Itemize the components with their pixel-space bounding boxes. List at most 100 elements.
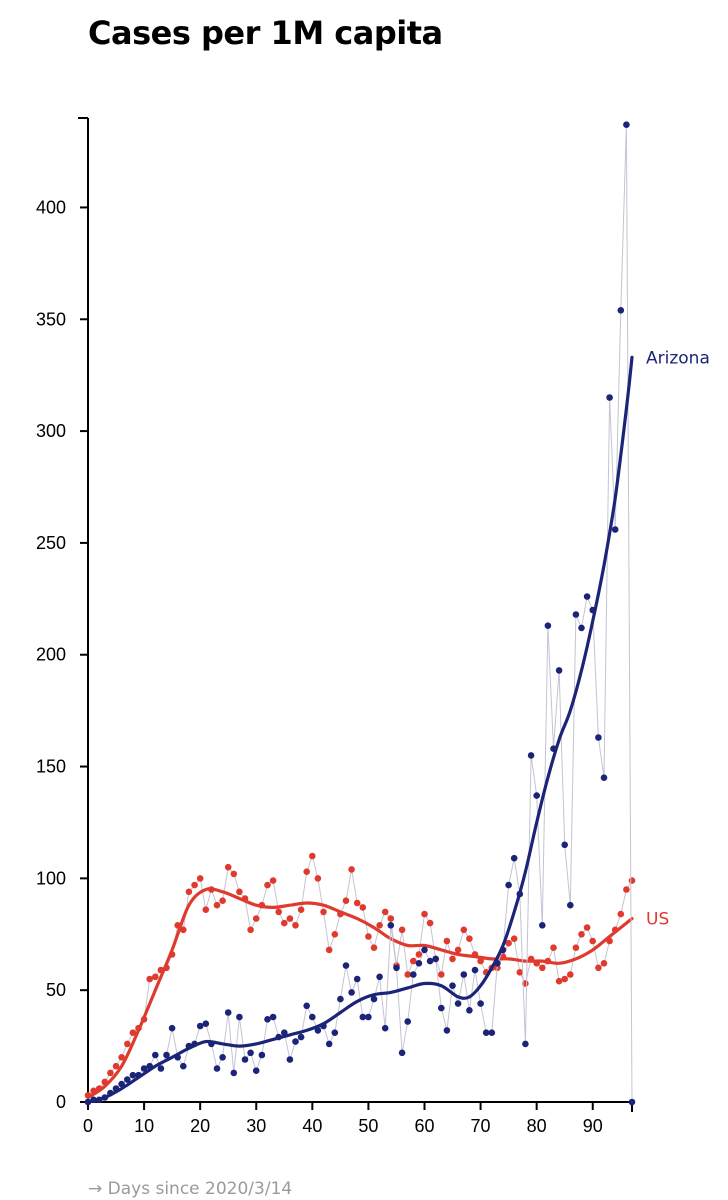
arizona-data-point [353,975,361,983]
us-data-point [124,1040,131,1048]
arizona-data-point [544,622,552,629]
us-data-point [550,944,557,951]
arizona-data-point [611,526,619,533]
us-data-point [320,908,327,916]
arizona-data-point [140,1065,148,1072]
arizona-data-point [213,1065,221,1072]
arizona-data-point [426,957,434,965]
arizona-data-point [376,973,383,981]
y-tick-label: 400 [36,197,66,217]
arizona-data-point [595,734,602,741]
arizona-data-point [628,1098,636,1106]
series-us: US [84,852,669,1100]
y-tick-label: 0 [56,1092,66,1112]
us-data-point [370,944,378,951]
x-tick-label: 50 [358,1116,378,1136]
arizona-data-point [258,1051,266,1059]
us-data-point [292,922,299,929]
us-data-point [180,926,187,934]
us-data-point [398,926,406,934]
us-data-point [314,875,322,882]
us-data-point [112,1062,120,1070]
arizona-data-point [124,1076,131,1083]
arizona-data-point [482,1029,490,1036]
us-data-point [202,906,210,913]
us-data-point [449,955,456,963]
arizona-data-point [583,593,591,600]
arizona-data-point [555,667,563,674]
arizona-data-point [325,1040,333,1048]
us-data-point [421,910,428,918]
arizona-data-point [331,1029,339,1036]
us-data-point [595,964,602,972]
us-data-point [628,877,636,884]
arizona-data-point [196,1022,204,1030]
x-tick-label: 20 [190,1116,210,1136]
y-tick-label: 350 [36,309,66,329]
us-data-point [365,933,372,940]
us-data-point [561,975,568,983]
us-data-point [510,935,518,942]
arizona-data-point [365,1013,372,1021]
arizona-data-point [600,774,608,781]
arizona-data-point [449,982,456,989]
x-tick-label: 80 [527,1116,547,1136]
arizona-data-point [342,962,350,969]
y-tick-label: 250 [36,533,66,553]
arizona-data-point [527,752,535,759]
arizona-data-point [314,1027,322,1034]
arizona-data-point [359,1013,367,1021]
arizona-data-point [438,1004,445,1012]
us-data-point [555,977,563,985]
series-layer: US Arizona [84,121,710,1106]
arizona-data-point [539,922,546,929]
us-data-point [466,935,473,942]
arizona-data-point [522,1040,529,1048]
arizona-data-point [460,971,468,978]
arizona-data-point [404,1018,412,1025]
arizona-data-point [505,881,512,889]
arizona-data-point [297,1033,305,1041]
arizona-data-point [264,1016,271,1023]
arizona-data-point [443,1027,451,1034]
arizona-data-point [432,955,440,963]
arizona-data-point [163,1051,170,1059]
arizona-data-point [286,1056,294,1063]
arizona-data-point [241,1056,249,1063]
us-data-point [460,926,468,934]
chart-title: Cases per 1M capita [88,14,443,52]
arizona-data-point [488,1029,496,1036]
x-axis-label: → Days since 2020/3/14 [88,1179,292,1199]
us-data-point [387,915,395,922]
us-data-point [572,944,580,951]
arizona-data-point [533,792,540,799]
us-data-point [281,919,288,927]
us-data-point [376,922,383,929]
us-data-point [348,866,355,873]
us-data-point [219,897,226,904]
arizona-data-point [168,1024,176,1032]
arizona-data-point [269,1013,277,1021]
x-tick-label: 40 [302,1116,322,1136]
series-arizona: Arizona [84,121,710,1106]
us-data-point [325,946,333,954]
us-data-point [359,904,367,911]
us-data-point [600,960,608,967]
us-data-point [286,915,294,922]
arizona-data-point [398,1049,406,1057]
arizona-data-point [236,1013,243,1021]
us-data-point [342,897,350,904]
arizona-data-point [623,121,630,128]
arizona-data-point [387,922,395,929]
y-tick-label: 200 [36,645,66,665]
arizona-data-point [561,841,568,849]
us-data-point [623,886,630,893]
us-data-point [303,868,311,875]
x-tick-label: 0 [83,1116,93,1136]
us-data-point [426,919,434,927]
us-data-point [454,946,462,954]
us-data-point [578,931,585,938]
us-data-point [252,915,260,922]
arizona-data-point [381,1024,389,1032]
arizona-data-point [606,394,613,401]
